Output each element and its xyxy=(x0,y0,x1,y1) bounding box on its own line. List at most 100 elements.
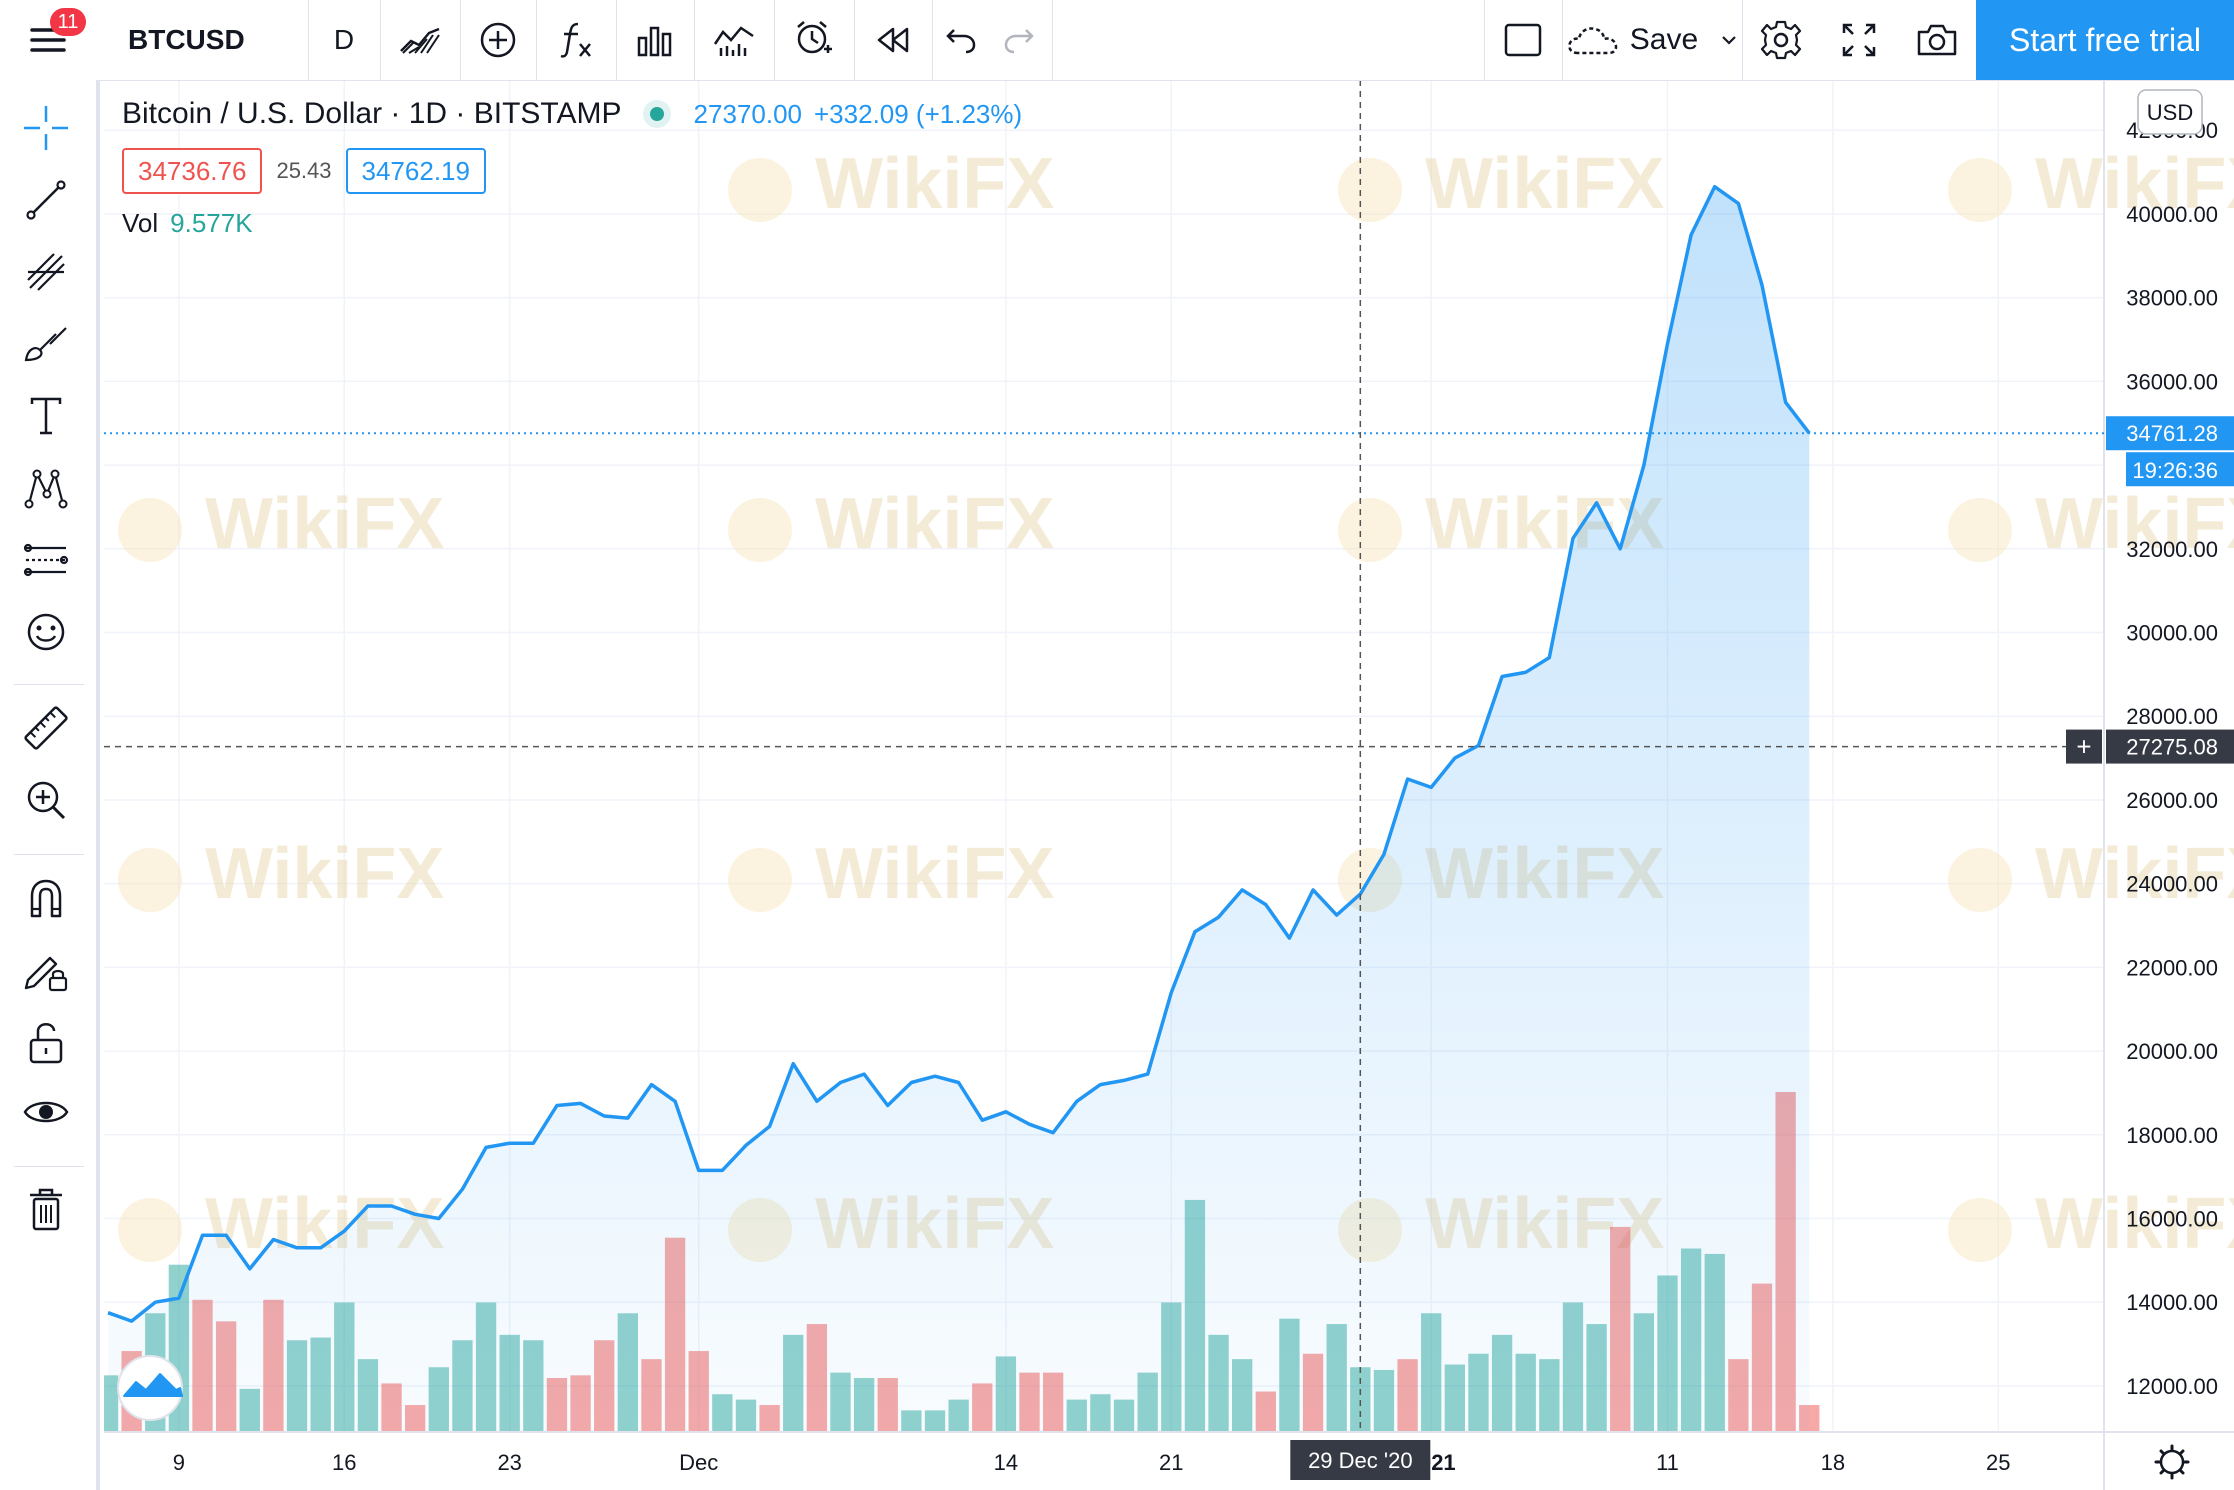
buy-price-box[interactable]: 34762.19 xyxy=(345,148,486,194)
watermark-logo xyxy=(1948,158,2012,222)
lock-drawing-tool[interactable] xyxy=(0,938,92,1002)
y-tick-label: 24000.00 xyxy=(2126,872,2218,897)
gear-icon xyxy=(1760,20,1802,60)
x-tick-label: 16 xyxy=(332,1450,356,1475)
chart-settings-button[interactable] xyxy=(1742,0,1820,80)
y-tick-label: 40000.00 xyxy=(2126,202,2218,227)
magnet-tool[interactable] xyxy=(0,866,92,930)
brush-icon xyxy=(24,327,67,362)
trash-icon xyxy=(30,1188,62,1231)
chart-type-button[interactable] xyxy=(380,0,460,80)
redo-icon xyxy=(1004,29,1034,54)
symbol-search-button[interactable]: BTCUSD xyxy=(128,24,245,55)
y-tick-label: 16000.00 xyxy=(2126,1207,2218,1232)
x-tick-label: Dec xyxy=(679,1450,718,1475)
time-axis[interactable]: v91623Dec14212021111825 xyxy=(8,1450,2011,1475)
watermark-text: WikiFX xyxy=(815,144,1054,224)
undo-icon xyxy=(946,29,976,54)
time-axis-settings-icon[interactable] xyxy=(2154,1444,2190,1480)
last-price: 27370.00 xyxy=(693,98,802,129)
crosshair-icon xyxy=(24,106,68,150)
watermark-logo xyxy=(118,498,182,562)
y-tick-label: 36000.00 xyxy=(2126,369,2218,394)
start-free-trial-button[interactable]: Start free trial xyxy=(1976,0,2234,80)
alert-button[interactable] xyxy=(774,0,854,80)
eye-icon xyxy=(23,1101,69,1123)
drawing-toolbar xyxy=(0,80,100,1490)
brush-tool[interactable] xyxy=(0,312,92,376)
watermark-logo xyxy=(1338,498,1402,562)
trend-line-tool[interactable] xyxy=(0,168,92,232)
symbol-title[interactable]: Bitcoin / U.S. Dollar · 1D · BITSTAMP xyxy=(122,97,622,130)
text-tool[interactable] xyxy=(0,384,92,448)
text-icon xyxy=(30,397,62,435)
fullscreen-icon xyxy=(1842,23,1876,57)
menu-button[interactable]: 11 xyxy=(0,0,96,80)
fx-icon xyxy=(560,22,591,58)
replay-button[interactable] xyxy=(854,0,932,80)
watermark-logo xyxy=(1338,158,1402,222)
y-tick-label: 38000.00 xyxy=(2126,286,2218,311)
replay-icon xyxy=(877,27,909,53)
currency-label: USD xyxy=(2147,100,2193,125)
countdown-label: 19:26:36 xyxy=(2132,458,2218,483)
y-tick-label: 22000.00 xyxy=(2126,955,2218,980)
top-toolbar: 11 BTCUSD D Save xyxy=(0,0,2234,81)
unlock-icon xyxy=(29,1023,63,1064)
layout-button[interactable] xyxy=(1484,0,1562,80)
interval-button[interactable]: D xyxy=(333,24,355,55)
alert-icon xyxy=(797,21,832,54)
layout-icon xyxy=(1504,23,1542,57)
price-change: +332.09 (+1.23%) xyxy=(814,98,1023,129)
snapshot-button[interactable] xyxy=(1898,0,1976,80)
watermark-logo xyxy=(728,158,792,222)
compare-button[interactable] xyxy=(460,0,536,80)
watermark-logo xyxy=(728,848,792,912)
price-axis[interactable]: 12000.00 14000.00 16000.00 18000.00 20000.00… xyxy=(2126,118,2218,1399)
y-tick-label: 28000.00 xyxy=(2126,704,2218,729)
y-tick-label: 18000.00 xyxy=(2126,1123,2218,1148)
hide-drawings-tool[interactable] xyxy=(0,1080,92,1144)
emoji-tool[interactable] xyxy=(0,600,92,664)
remove-drawings-tool[interactable] xyxy=(0,1178,92,1242)
fullscreen-button[interactable] xyxy=(1820,0,1898,80)
fib-tool[interactable] xyxy=(0,240,92,304)
volume-label: Vol xyxy=(122,208,159,238)
watermark-text: WikiFX xyxy=(2035,484,2234,564)
axis-labels: 34761.28 19:26:36 + 27275.08 29 Dec '20 xyxy=(1290,416,2234,1480)
chart-logo-button[interactable] xyxy=(117,1355,183,1421)
x-tick-label: 23 xyxy=(497,1450,521,1475)
redo-button[interactable] xyxy=(990,0,1048,80)
lock-drawing-icon xyxy=(24,956,68,992)
pattern-icon xyxy=(24,469,68,509)
add-circle-icon xyxy=(480,22,516,58)
volume-value: 9.577K xyxy=(170,208,253,238)
measure-tool[interactable] xyxy=(0,696,92,760)
market-status-icon[interactable] xyxy=(649,107,664,121)
save-button[interactable]: Save xyxy=(1562,0,1742,80)
y-tick-label: 30000.00 xyxy=(2126,621,2218,646)
indicators-button[interactable] xyxy=(536,0,616,80)
forecast-tool[interactable] xyxy=(0,528,92,592)
area-chart-icon xyxy=(400,27,440,54)
x-tick-label: 9 xyxy=(173,1450,185,1475)
crosshair-price-tag xyxy=(2106,729,2234,764)
lock-all-tool[interactable] xyxy=(0,1010,92,1074)
undo-button[interactable] xyxy=(932,0,990,80)
chart-legend: Bitcoin / U.S. Dollar · 1D · BITSTAMP 27… xyxy=(122,90,1022,239)
price-area xyxy=(108,186,1810,1432)
pattern-tool[interactable] xyxy=(0,456,92,520)
crosshair-date-label: 29 Dec '20 xyxy=(1308,1448,1413,1473)
crosshair-tool[interactable] xyxy=(0,96,92,160)
watermark-logo xyxy=(1948,848,2012,912)
camera-icon xyxy=(1917,24,1957,56)
templates-button[interactable] xyxy=(694,0,774,80)
zoom-in-icon xyxy=(27,781,66,820)
zoom-in-tool[interactable] xyxy=(0,768,92,832)
crosshair xyxy=(104,80,2104,1432)
sell-price-box[interactable]: 34736.76 xyxy=(122,148,263,194)
currency-badge[interactable]: USD xyxy=(2137,89,2203,135)
financials-button[interactable] xyxy=(616,0,694,80)
y-tick-label: 32000.00 xyxy=(2126,537,2218,562)
